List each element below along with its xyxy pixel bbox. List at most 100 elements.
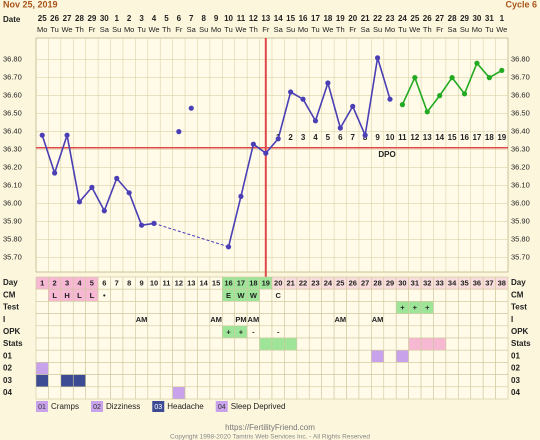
cell [122,374,136,388]
weekday-label: Th [75,25,84,34]
cell [184,313,198,327]
cell [482,349,496,363]
cell [284,325,298,339]
cell [184,325,198,339]
cell [184,362,198,375]
cell [135,325,149,339]
cell [470,288,484,302]
cell [122,362,136,375]
cell [433,386,447,400]
cell-text: 34 [448,279,457,288]
cell-text: - [277,327,280,336]
cell [296,325,310,339]
temp-point [250,141,256,147]
cell [383,337,397,351]
cell [60,386,74,400]
cell-text: 6 [102,279,106,288]
cell [72,325,86,339]
cell-text: + [239,327,244,336]
cell [333,374,347,388]
cell [383,301,397,314]
chart-date: Nov 25, 2019 [3,0,58,9]
y-tick-label: 36.60 [3,91,22,100]
cell [383,313,397,327]
legend-label: Dizziness [106,402,140,411]
cell-text: 9 [139,279,143,288]
cell [110,301,124,314]
cell [482,386,496,400]
cell [97,301,111,314]
weekday-label: Th [336,25,345,34]
cell [395,362,409,375]
cell [470,325,484,339]
cell [72,301,86,314]
cell [371,337,385,351]
cell [172,313,186,327]
temp-point [474,60,480,66]
cell [458,337,472,351]
cell [470,386,484,400]
row-label-right: I [511,315,513,324]
weekday-label: Mo [37,25,47,34]
cell-text: W [237,291,245,300]
cell [296,337,310,351]
weekday-label: Tu [137,25,145,34]
cell [209,349,223,363]
cell [209,325,223,339]
cell [271,362,285,375]
date-label: 2 [127,14,132,23]
cell [184,337,198,351]
cell [172,362,186,375]
temp-point [64,132,70,138]
cell [135,374,149,388]
date-label: 5 [164,14,169,23]
cell [495,313,509,327]
cell [482,313,496,327]
cell [172,325,186,339]
cell [85,301,99,314]
cell [445,362,459,375]
cell [209,288,223,302]
cell [60,301,74,314]
cell [308,313,322,327]
cell-text: E [226,291,231,300]
weekday-label: Fr [349,25,357,34]
cell [209,337,223,351]
dpo-label: 10 [386,133,395,142]
cell [296,362,310,375]
cell [159,362,173,375]
cell [308,325,322,339]
date-label: 21 [361,14,370,23]
y-tick-label: 36.70 [3,73,22,82]
cell [197,313,211,327]
cell [321,386,335,400]
cell [172,374,186,388]
dpo-label: 9 [375,133,380,142]
cell [333,301,347,314]
cell [284,337,298,351]
cell [147,288,161,302]
temp-point [387,96,393,102]
weekday-label: Fr [88,25,96,34]
cell [172,386,186,400]
date-label: 19 [336,14,345,23]
legend-label: Sleep Deprived [231,402,286,411]
cell [97,313,111,327]
date-label: 15 [286,14,295,23]
weekday-label: Tu [311,25,319,34]
y-tick-label-right: 35.80 [511,235,530,244]
cell [209,374,223,388]
cell-text: 18 [249,279,257,288]
y-tick-label: 35.80 [3,235,22,244]
date-label: 28 [448,14,457,23]
cell [358,386,372,400]
date-label: 13 [261,14,270,23]
cell [222,362,236,375]
cell [321,374,335,388]
cell [197,362,211,375]
cell-text: • [103,291,106,300]
cell [420,374,434,388]
cell-text: 4 [77,279,82,288]
cell-text: L [77,291,82,300]
y-tick-label: 35.70 [3,253,22,262]
